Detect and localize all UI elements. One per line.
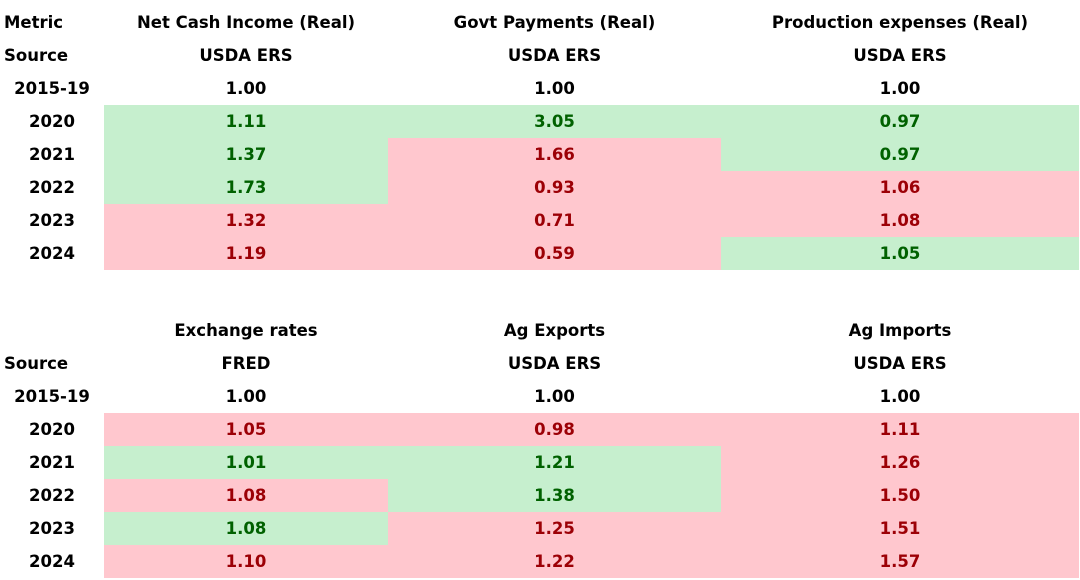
year-label: 2023 <box>29 519 75 538</box>
value-cell: 1.57 <box>721 545 1079 578</box>
year-label: 2023 <box>29 211 75 230</box>
value-cell: 1.08 <box>104 479 388 512</box>
top-header-row: Metric Net Cash Income (Real) Govt Payme… <box>0 6 1080 39</box>
table-row: 2024 1.19 0.59 1.05 <box>0 237 1080 270</box>
value-cell: 1.21 <box>388 446 721 479</box>
column-header: Exchange rates <box>174 321 318 340</box>
year-label: 2022 <box>29 178 75 197</box>
bottom-header-row: Exchange rates Ag Exports Ag Imports <box>0 314 1080 347</box>
value-cell: 1.51 <box>721 512 1079 545</box>
year-label: 2015-19 <box>14 79 90 98</box>
source-value: USDA ERS <box>199 46 293 65</box>
value-cell: 0.93 <box>388 171 721 204</box>
value-cell: 1.66 <box>388 138 721 171</box>
source-value: USDA ERS <box>507 354 602 373</box>
table-row: 2022 1.73 0.93 1.06 <box>0 171 1080 204</box>
value-cell: 1.08 <box>721 204 1079 237</box>
table-row: 2024 1.10 1.22 1.57 <box>0 545 1080 578</box>
value-cell: 0.59 <box>388 237 721 270</box>
column-header: Ag Imports <box>848 321 952 340</box>
metric-label: Metric <box>4 13 64 32</box>
column-header: Govt Payments (Real) <box>453 13 656 32</box>
bottom-data-rows: 2015-19 1.00 1.00 1.00 2020 1.05 0.98 1.11 2021 1… <box>0 380 1080 578</box>
source-label: Source <box>4 46 69 65</box>
year-label: 2015-19 <box>14 387 90 406</box>
value-cell: 0.97 <box>721 138 1079 171</box>
table-row: 2020 1.05 0.98 1.11 <box>0 413 1080 446</box>
column-header: Net Cash Income (Real) <box>136 13 356 32</box>
year-label: 2024 <box>29 552 75 571</box>
value-cell: 1.22 <box>388 545 721 578</box>
column-header: Ag Exports <box>503 321 606 340</box>
value-cell: 1.38 <box>388 479 721 512</box>
value-cell: 0.97 <box>721 105 1079 138</box>
column-header: Production expenses (Real) <box>771 13 1029 32</box>
table-row: 2023 1.32 0.71 1.08 <box>0 204 1080 237</box>
year-label: 2024 <box>29 244 75 263</box>
value-cell: 1.05 <box>721 237 1079 270</box>
value-cell: 1.00 <box>225 387 267 406</box>
table-row: 2020 1.11 3.05 0.97 <box>0 105 1080 138</box>
value-cell: 1.11 <box>104 105 388 138</box>
value-cell: 1.00 <box>534 79 575 98</box>
top-data-rows: 2015-19 1.00 1.00 1.00 2020 1.11 3.05 0.97 2021 1… <box>0 72 1080 270</box>
year-label: 2020 <box>29 112 75 131</box>
top-source-row: Source USDA ERS USDA ERS USDA ERS <box>0 39 1080 72</box>
table-row: 2023 1.08 1.25 1.51 <box>0 512 1080 545</box>
source-label: Source <box>4 354 69 373</box>
source-value: USDA ERS <box>507 46 602 65</box>
source-value: USDA ERS <box>853 354 947 373</box>
value-cell: 0.98 <box>388 413 721 446</box>
table-row: 2015-19 1.00 1.00 1.00 <box>0 380 1080 413</box>
year-label: 2021 <box>29 453 75 472</box>
value-cell: 0.71 <box>388 204 721 237</box>
value-cell: 1.50 <box>721 479 1079 512</box>
table-row: 2021 1.01 1.21 1.26 <box>0 446 1080 479</box>
value-cell: 1.06 <box>721 171 1079 204</box>
value-cell: 1.05 <box>104 413 388 446</box>
table-row: 2022 1.08 1.38 1.50 <box>0 479 1080 512</box>
value-cell: 1.08 <box>104 512 388 545</box>
year-label: 2021 <box>29 145 75 164</box>
bottom-source-row: Source FRED USDA ERS USDA ERS <box>0 347 1080 380</box>
value-cell: 3.05 <box>388 105 721 138</box>
value-cell: 1.26 <box>721 446 1079 479</box>
year-label: 2022 <box>29 486 75 505</box>
value-cell: 1.73 <box>104 171 388 204</box>
metric-label <box>0 314 104 347</box>
source-value: FRED <box>221 354 271 373</box>
value-cell: 1.00 <box>225 79 267 98</box>
table-row: 2015-19 1.00 1.00 1.00 <box>0 72 1080 105</box>
bottom-metrics-table: Exchange rates Ag Exports Ag Imports Sou… <box>0 314 1080 578</box>
top-metrics-table: Metric Net Cash Income (Real) Govt Payme… <box>0 6 1080 270</box>
value-cell: 1.00 <box>879 79 921 98</box>
value-cell: 1.25 <box>388 512 721 545</box>
source-value: USDA ERS <box>853 46 947 65</box>
value-cell: 1.00 <box>879 387 921 406</box>
year-label: 2020 <box>29 420 75 439</box>
value-cell: 1.37 <box>104 138 388 171</box>
table-row: 2021 1.37 1.66 0.97 <box>0 138 1080 171</box>
value-cell: 1.32 <box>104 204 388 237</box>
value-cell: 1.01 <box>104 446 388 479</box>
value-cell: 1.11 <box>721 413 1079 446</box>
value-cell: 1.10 <box>104 545 388 578</box>
value-cell: 1.19 <box>104 237 388 270</box>
value-cell: 1.00 <box>534 387 575 406</box>
